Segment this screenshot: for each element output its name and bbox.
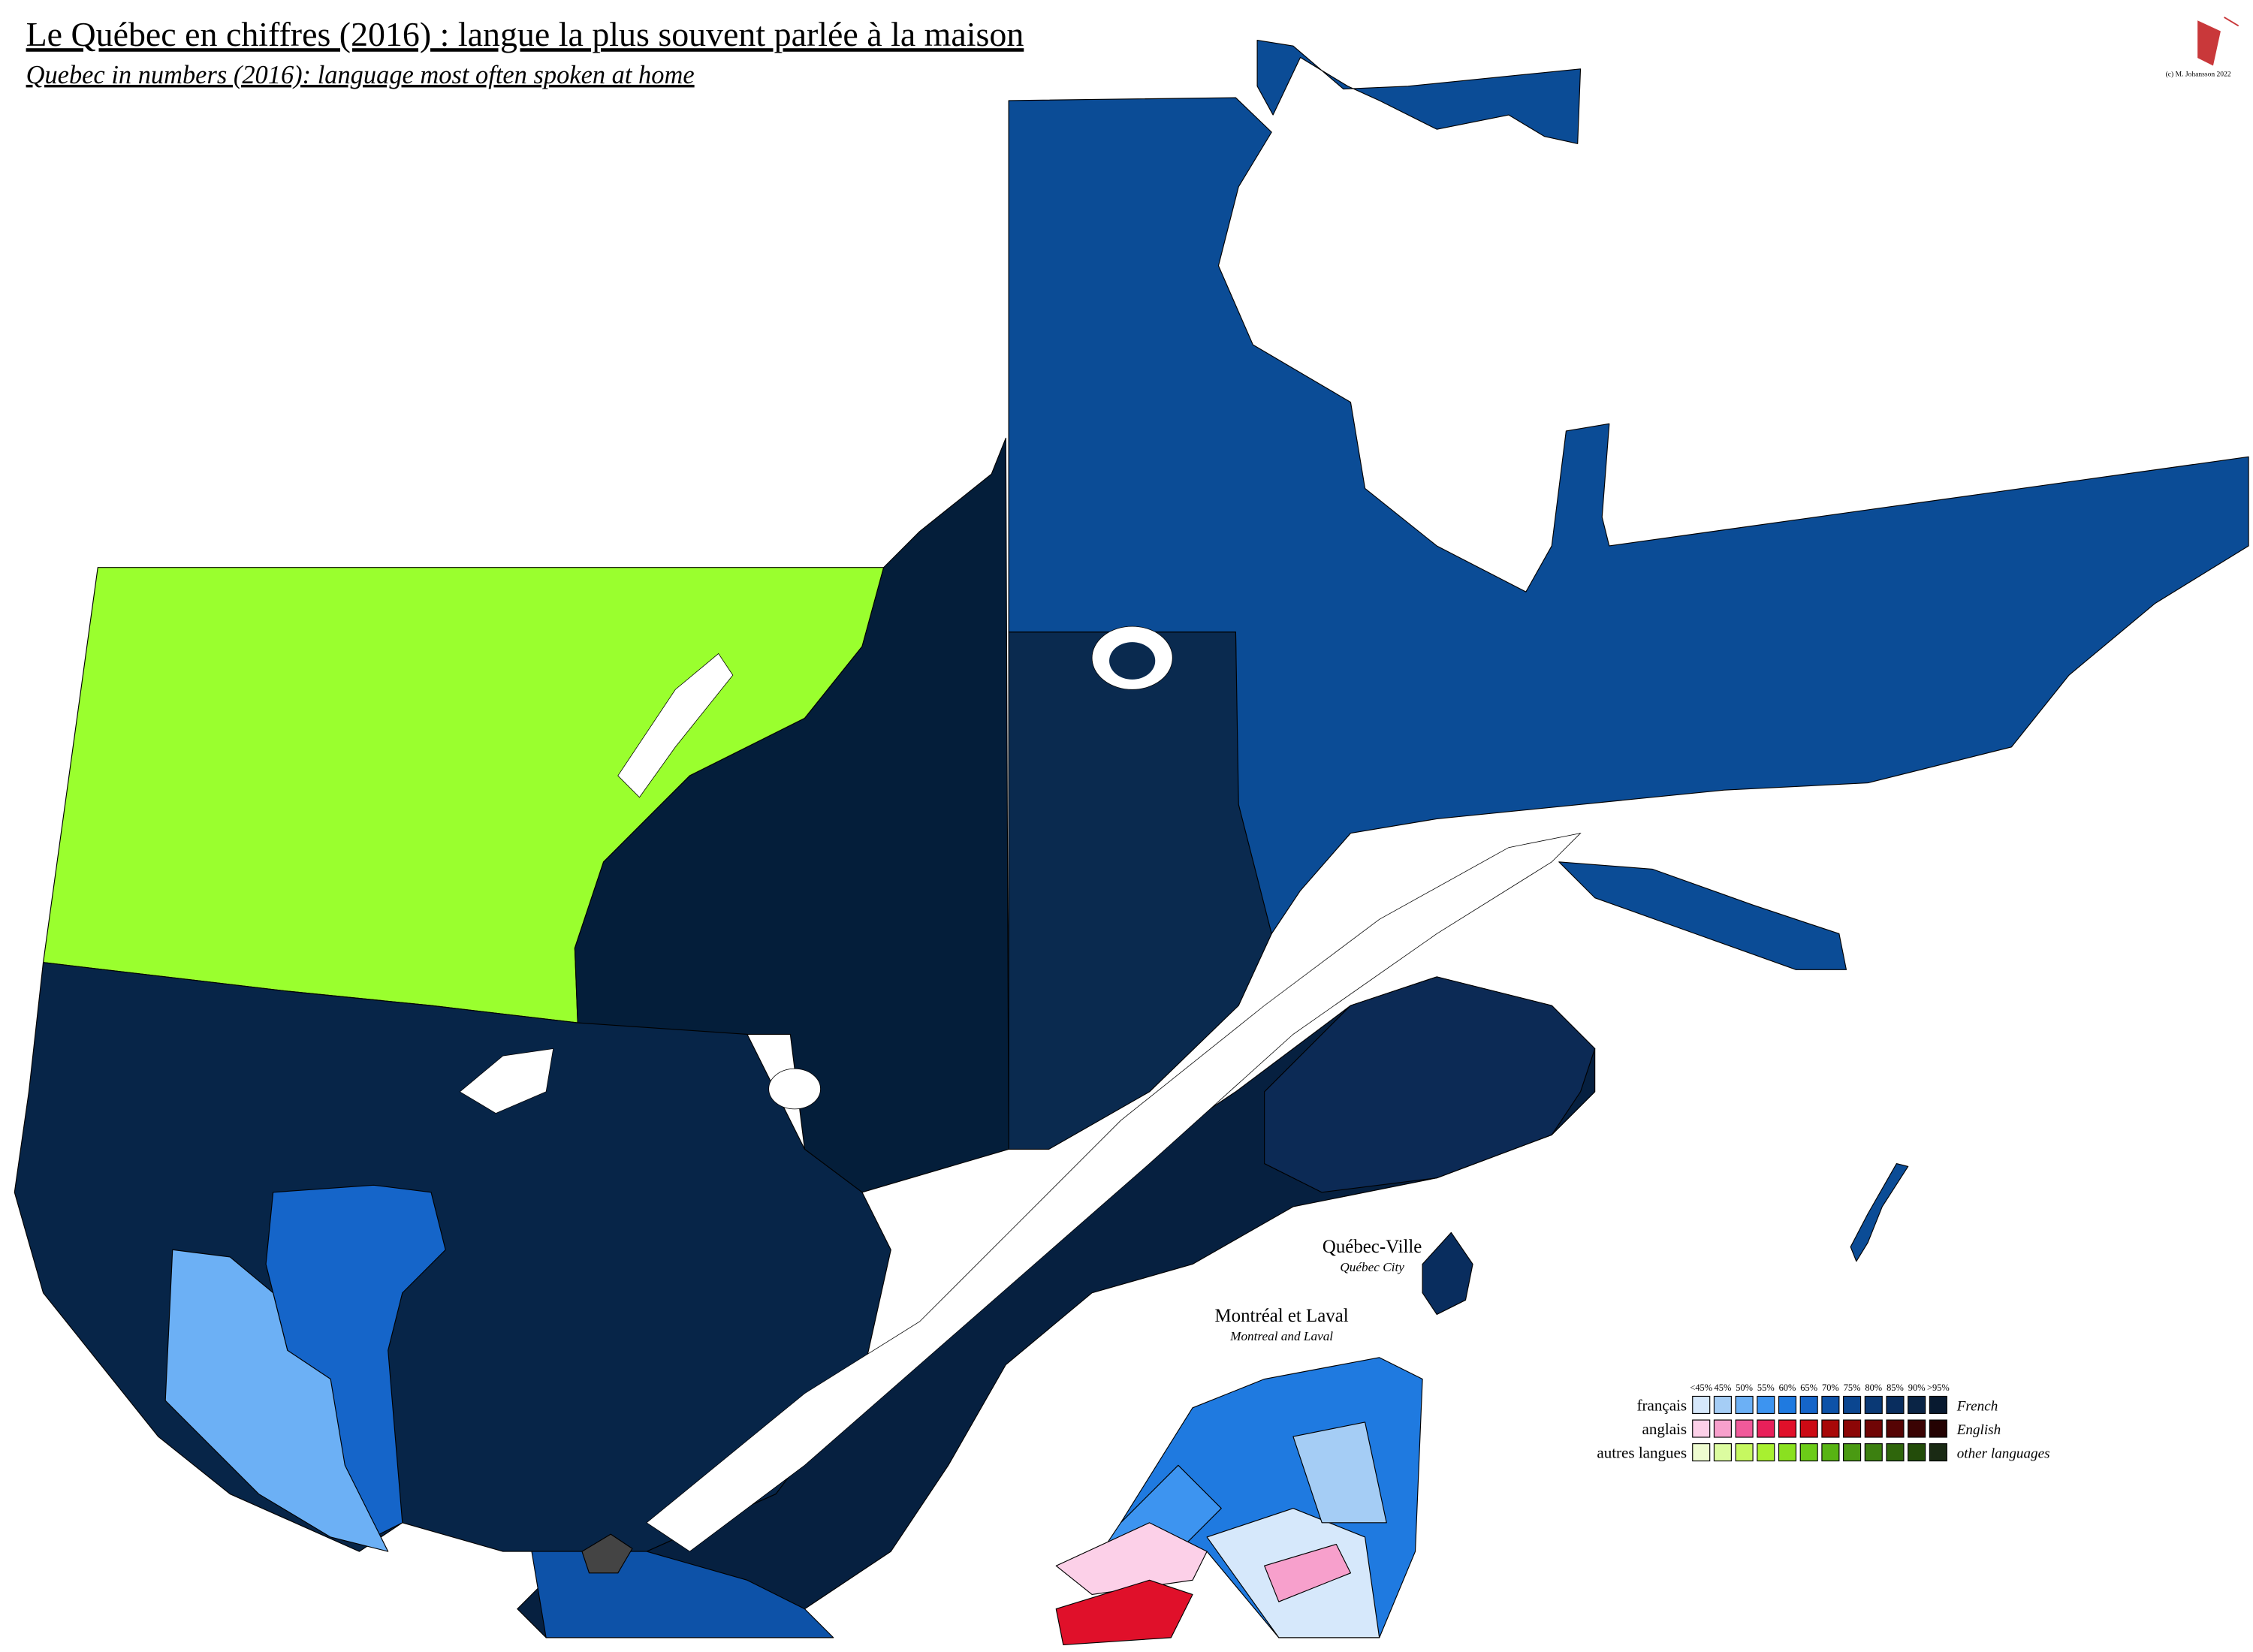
montreal-center xyxy=(1292,1421,1387,1524)
pierrefonds xyxy=(1055,1579,1193,1646)
legend-swatch xyxy=(1735,1419,1754,1438)
legend-scale-label: 75% xyxy=(1844,1382,1861,1393)
west-island xyxy=(1055,1522,1208,1596)
legend-scale-label: 45% xyxy=(1715,1382,1732,1393)
manicouagan-island xyxy=(1109,642,1156,680)
legend-swatch xyxy=(1886,1395,1905,1415)
legend-swatch xyxy=(1929,1395,1947,1415)
inset-labels: Québec-Ville Québec City Montréal et Laval… xyxy=(1215,1237,1422,1343)
inset-label: Québec-Ville xyxy=(1323,1237,1422,1257)
legend-swatch xyxy=(1735,1395,1754,1415)
lac-mistassini xyxy=(617,653,734,798)
nunavik-north xyxy=(1256,39,1582,144)
legend-scale-label: >95% xyxy=(1927,1382,1950,1393)
legend-swatch xyxy=(1908,1443,1926,1462)
legend-scale-label: 50% xyxy=(1736,1382,1753,1393)
nunavik xyxy=(1008,97,2249,935)
gaspesie xyxy=(1264,976,1596,1193)
legend-swatch xyxy=(1821,1443,1840,1462)
legend-swatch xyxy=(1886,1419,1905,1438)
legend-scale-label: 90% xyxy=(1908,1382,1926,1393)
water xyxy=(459,626,1582,1552)
legend-scale-label: 85% xyxy=(1887,1382,1904,1393)
inset-label: Montréal et Laval xyxy=(1215,1306,1349,1326)
legend-scale-label: 60% xyxy=(1779,1382,1796,1393)
pontiac xyxy=(164,1249,389,1552)
legend-row-label: français xyxy=(1637,1397,1687,1415)
legend-row-label: autres langues xyxy=(1597,1444,1687,1462)
legend-swatch xyxy=(1692,1419,1711,1438)
legend-swatch xyxy=(1799,1443,1818,1462)
legend-scale-label: 80% xyxy=(1865,1382,1882,1393)
legend-swatch xyxy=(1908,1419,1926,1438)
legend-swatch xyxy=(1843,1443,1862,1462)
legend-swatch xyxy=(1864,1443,1883,1462)
cote-nord xyxy=(1008,632,1272,1150)
legend-swatch xyxy=(1713,1395,1732,1415)
legend-swatch xyxy=(1778,1395,1797,1415)
subtitle: Quebec in numbers (2016): language most … xyxy=(26,61,695,89)
westmount xyxy=(1264,1543,1352,1602)
gouin-reservoir xyxy=(459,1048,554,1114)
legend-swatch xyxy=(1799,1395,1818,1415)
legend-swatch xyxy=(1843,1419,1862,1438)
legend-row-label-en: other languages xyxy=(1957,1446,2050,1462)
quebec-city-inset xyxy=(1422,1231,1473,1316)
legend-scale-label: 70% xyxy=(1822,1382,1839,1393)
legend-swatch xyxy=(1778,1419,1797,1438)
legend-scale-label: 65% xyxy=(1800,1382,1817,1393)
legend-swatch xyxy=(1843,1395,1862,1415)
legend-swatch xyxy=(1908,1395,1926,1415)
legend: <45% 45% 50% 55% 60% 65% 70% 75% 80% 85% 90% >95% fr… xyxy=(1597,1382,2049,1462)
legend-swatch xyxy=(1713,1443,1732,1462)
legend-swatch xyxy=(1692,1443,1711,1462)
legend-swatch xyxy=(1757,1395,1775,1415)
legend-swatch xyxy=(1735,1443,1754,1462)
legend-swatch xyxy=(1757,1443,1775,1462)
legend-row-label-en: English xyxy=(1956,1422,2001,1438)
legend-scale-label: <45% xyxy=(1690,1382,1712,1393)
legend-swatch xyxy=(1757,1419,1775,1438)
legend-swatch xyxy=(1864,1419,1883,1438)
title: Le Québec en chiffres (2016) : langue la… xyxy=(26,15,1024,53)
legend-swatch xyxy=(1799,1419,1818,1438)
legend-swatch xyxy=(1821,1395,1840,1415)
legend-swatch xyxy=(1929,1419,1947,1438)
legend-scale-label: 55% xyxy=(1757,1382,1775,1393)
legend-swatch xyxy=(1886,1443,1905,1462)
montreal-inset xyxy=(1055,1357,1423,1646)
magdalen-islands xyxy=(1850,1162,1909,1262)
regions xyxy=(14,39,2249,1638)
legend-row-label: anglais xyxy=(1642,1420,1687,1438)
legend-swatch xyxy=(1821,1419,1840,1438)
logo xyxy=(2197,17,2239,66)
inset-sublabel: Québec City xyxy=(1340,1260,1404,1274)
montreal xyxy=(581,1533,633,1574)
legend-swatch xyxy=(1864,1395,1883,1415)
st-lawrence xyxy=(646,832,1582,1552)
legend-swatch xyxy=(1929,1443,1947,1462)
credit: (c) M. Johansson 2022 xyxy=(2166,70,2231,78)
quebec-city-shape xyxy=(1422,1231,1473,1316)
lac-saint-jean xyxy=(768,1068,821,1110)
anticosti xyxy=(1558,861,1847,970)
inset-sublabel: Montreal and Laval xyxy=(1229,1329,1333,1343)
legend-swatch xyxy=(1713,1419,1732,1438)
legend-swatch xyxy=(1692,1395,1711,1415)
legend-row-label-en: French xyxy=(1956,1399,1998,1415)
legend-swatch xyxy=(1778,1443,1797,1462)
